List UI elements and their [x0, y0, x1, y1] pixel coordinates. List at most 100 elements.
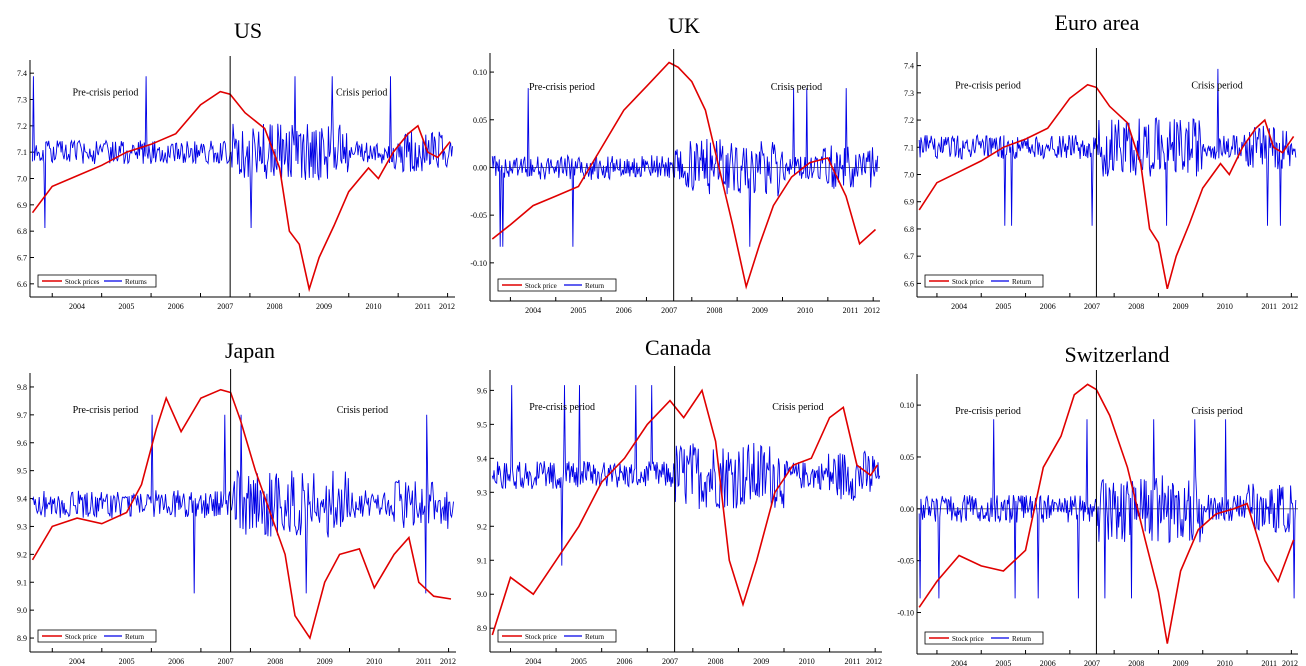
x-tick-label: 2012 — [1282, 659, 1298, 666]
x-tick-label: 2011 — [843, 306, 859, 315]
x-tick-label: 2008 — [706, 306, 722, 315]
panel-title: Switzerland — [1064, 342, 1169, 367]
y-tick-label: 7.3 — [904, 89, 914, 98]
annotation-crisis: Crisis period — [1191, 406, 1242, 417]
legend-box — [497, 278, 617, 292]
y-tick-label: 6.6 — [904, 279, 914, 288]
y-tick-label: 0.10 — [473, 68, 487, 77]
y-tick-label: 0.00 — [473, 163, 487, 172]
y-tick-label: 9.1 — [17, 578, 27, 587]
x-tick-label: 2004 — [69, 302, 85, 311]
y-tick-label: 9.0 — [477, 590, 487, 599]
y-tick-label: -0.05 — [897, 557, 914, 566]
y-tick-label: -0.10 — [470, 259, 487, 268]
x-tick-label: 2009 — [1173, 302, 1189, 311]
y-tick-label: 7.3 — [17, 96, 27, 105]
y-tick-label: 9.5 — [477, 420, 487, 429]
panel-us: US 6.6 6.7 6.8 6.9 7.0 7.1 7.2 7.3 7.4 2004 2005 20… — [17, 18, 455, 311]
y-tick-label: 9.8 — [17, 383, 27, 392]
y-tick-label: 9.7 — [17, 411, 27, 420]
annotation-pre-crisis: Pre-crisis period — [73, 88, 139, 99]
x-tick-label: 2009 — [316, 302, 332, 311]
legend-label-returns: Return — [1012, 635, 1032, 643]
x-tick-label: 2006 — [1040, 302, 1056, 311]
annotation-pre-crisis: Pre-crisis period — [955, 406, 1021, 417]
x-tick-label: 2012 — [864, 306, 880, 315]
x-tick-label: 2010 — [1217, 659, 1233, 666]
x-tick-label: 2005 — [995, 302, 1011, 311]
legend-label-stock: Stock prices — [65, 278, 100, 286]
x-tick-label: 2004 — [525, 306, 541, 315]
legend-label-returns: Return — [585, 633, 605, 641]
y-tick-label: 9.1 — [477, 556, 487, 565]
x-tick-label: 2008 — [708, 657, 724, 666]
panel-title: US — [234, 18, 262, 43]
annotation-crisis: Crisis period — [337, 405, 388, 416]
stock-price-line — [31, 388, 452, 640]
y-tick-label: 7.1 — [904, 143, 914, 152]
stock-price-line — [918, 83, 1295, 290]
legend-box — [924, 631, 1044, 645]
x-tick-label: 2007 — [662, 657, 678, 666]
returns-line — [491, 88, 879, 247]
y-tick-label: 7.4 — [904, 62, 914, 71]
y-tick-label: 7.0 — [17, 175, 27, 184]
legend-label-stock: Stock price — [525, 633, 557, 641]
legend-box — [497, 629, 617, 643]
y-tick-label: -0.05 — [470, 211, 487, 220]
x-tick-label: 2012 — [866, 657, 882, 666]
y-tick-label: 8.9 — [17, 634, 27, 643]
panel-title: Canada — [645, 335, 711, 360]
x-tick-label: 2007 — [218, 657, 234, 666]
annotation-pre-crisis: Pre-crisis period — [529, 82, 595, 93]
y-tick-label: 7.0 — [904, 171, 914, 180]
x-tick-label: 2010 — [365, 302, 381, 311]
y-tick-label: 6.9 — [17, 201, 27, 210]
y-tick-label: 9.3 — [477, 488, 487, 497]
x-tick-label: 2008 — [1128, 659, 1144, 666]
annotation-pre-crisis: Pre-crisis period — [955, 81, 1021, 92]
x-tick-label: 2005 — [570, 306, 586, 315]
annotation-crisis: Crisis period — [1191, 81, 1242, 92]
y-tick-label: 0.05 — [900, 453, 914, 462]
x-tick-label: 2007 — [661, 306, 677, 315]
x-tick-label: 2008 — [267, 657, 283, 666]
x-tick-label: 2009 — [753, 657, 769, 666]
legend-label-stock: Stock price — [952, 278, 984, 286]
x-tick-label: 2006 — [1040, 659, 1056, 666]
y-tick-label: 6.9 — [904, 198, 914, 207]
legend-label-stock: Stock price — [952, 635, 984, 643]
y-tick-label: 7.2 — [904, 116, 914, 125]
panel-title: Euro area — [1055, 10, 1140, 35]
returns-line — [918, 419, 1297, 599]
x-tick-label: 2009 — [752, 306, 768, 315]
legend-label-returns: Returns — [125, 278, 147, 286]
y-tick-label: 6.7 — [17, 254, 27, 263]
y-tick-label: 9.3 — [17, 522, 27, 531]
x-tick-label: 2006 — [616, 306, 632, 315]
panel-title: Japan — [225, 338, 275, 363]
x-tick-label: 2012 — [1282, 302, 1298, 311]
x-tick-label: 2009 — [1173, 659, 1189, 666]
y-tick-label: 9.5 — [17, 467, 27, 476]
x-tick-label: 2005 — [118, 302, 134, 311]
x-tick-label: 2004 — [951, 302, 967, 311]
panel-japan: Japan 8.9 9.0 9.1 9.2 9.3 9.4 9.5 9.6 9.7 9.8 2004… — [17, 338, 456, 666]
x-tick-label: 2007 — [1084, 302, 1100, 311]
panel-uk: UK -0.10 -0.05 0.00 0.05 0.10 2004 2005 2006 200… — [470, 13, 880, 315]
y-tick-label: 8.9 — [477, 624, 487, 633]
y-tick-label: 9.2 — [17, 550, 27, 559]
legend-label-stock: Stock price — [525, 282, 557, 290]
y-tick-label: 9.0 — [17, 606, 27, 615]
x-tick-label: 2011 — [416, 657, 432, 666]
y-tick-label: 7.1 — [17, 148, 27, 157]
y-tick-label: -0.10 — [897, 609, 914, 618]
legend-label-stock: Stock price — [65, 633, 97, 641]
returns-line — [32, 414, 454, 594]
x-tick-label: 2011 — [415, 302, 431, 311]
y-tick-label: 6.7 — [904, 252, 914, 261]
annotation-crisis: Crisis period — [336, 88, 387, 99]
y-tick-label: 9.4 — [477, 454, 487, 463]
legend-box — [37, 629, 157, 643]
legend-label-returns: Return — [1012, 278, 1032, 286]
